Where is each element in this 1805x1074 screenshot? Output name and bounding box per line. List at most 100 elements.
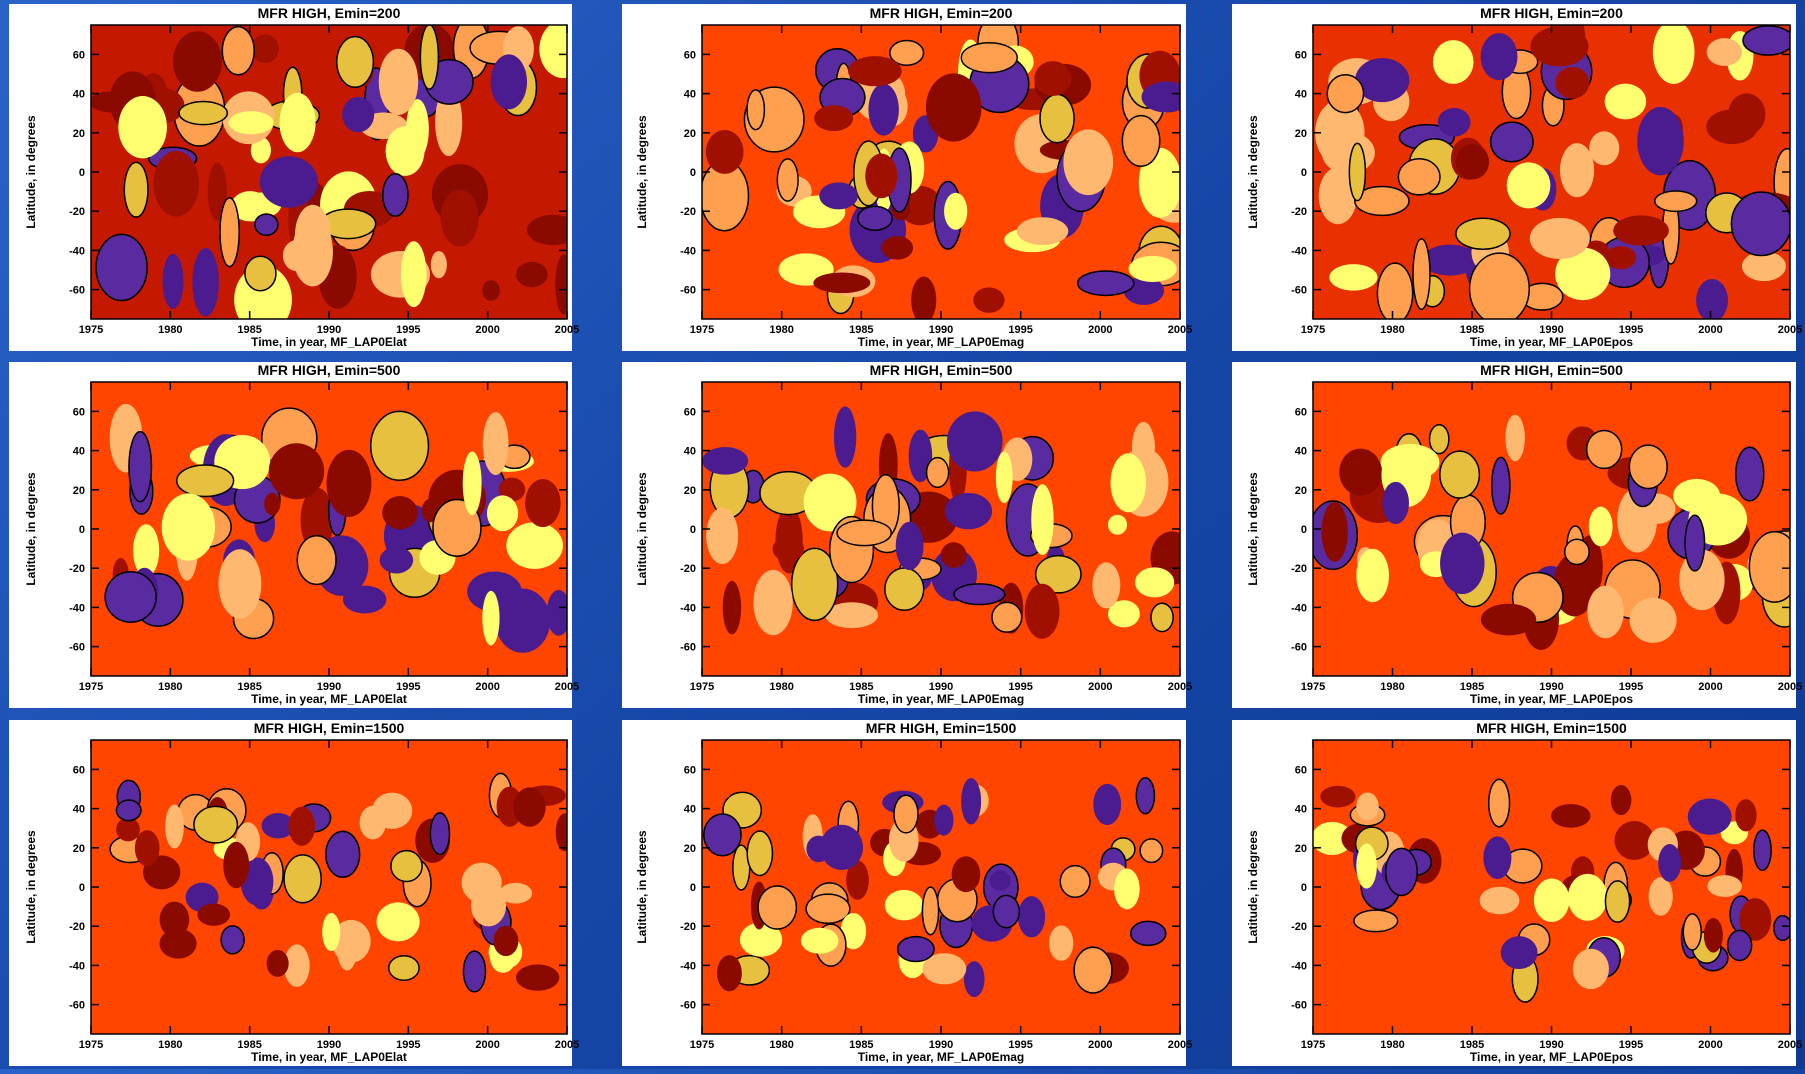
y-tick-label: -40 (680, 602, 696, 614)
heatmap-texture (250, 136, 271, 164)
heatmap-texture (490, 54, 528, 110)
heatmap-texture (800, 927, 839, 954)
x-tick-label: 1975 (1301, 1039, 1325, 1051)
heatmap-texture (1483, 836, 1512, 880)
heatmap-texture (322, 912, 341, 952)
panel-title: MFR HIGH, Emin=500 (1480, 362, 1623, 378)
y-tick-label: 20 (684, 843, 696, 855)
x-tick-label: 1980 (1380, 324, 1404, 336)
heatmap-texture (1114, 868, 1140, 910)
y-tick-label: 40 (684, 446, 696, 458)
x-tick-label: 1985 (849, 324, 873, 336)
y-tick-label: 60 (1295, 49, 1307, 61)
y-tick-label: 0 (690, 524, 696, 536)
y-tick-label: -40 (69, 960, 85, 972)
heatmap-texture (865, 153, 898, 199)
heatmap-texture (1706, 38, 1742, 66)
heatmap-texture (435, 88, 463, 157)
x-axis-label: Time, in year, MF_LAP0Epos (1470, 1050, 1633, 1064)
x-tick-label: 2005 (555, 1039, 579, 1051)
heatmap-texture (1107, 514, 1128, 535)
heatmap-texture (159, 928, 197, 959)
x-tick-label: 1995 (396, 324, 420, 336)
heatmap-texture (134, 830, 160, 867)
heatmap-texture (846, 860, 869, 900)
x-tick-label: 2005 (1778, 1039, 1802, 1051)
heatmap-texture (331, 919, 371, 963)
heatmap-texture (1490, 456, 1511, 515)
y-tick-label: 60 (684, 49, 696, 61)
x-tick-label: 2005 (1168, 1039, 1192, 1051)
heatmap-texture (429, 812, 451, 856)
heatmap-texture (705, 129, 744, 174)
heatmap-field (702, 25, 1180, 319)
heatmap-texture (922, 953, 967, 985)
heatmap-texture (515, 964, 560, 991)
heatmap-texture (296, 535, 337, 586)
x-tick-label: 2000 (475, 324, 499, 336)
heatmap-texture (1093, 783, 1122, 826)
heatmap-texture (1138, 147, 1180, 218)
y-axis-label: Latitude, in degrees (24, 115, 38, 229)
heatmap-texture (1329, 264, 1378, 291)
heatmap-texture (702, 447, 749, 475)
x-tick-label: 1975 (690, 324, 714, 336)
heatmap-texture (499, 882, 533, 904)
heatmap-texture (1437, 108, 1471, 137)
heatmap-texture (1703, 917, 1723, 953)
y-tick-label: -20 (69, 921, 85, 933)
heatmap-texture (1684, 514, 1706, 572)
x-tick-label: 1980 (158, 324, 182, 336)
x-tick-label: 2005 (1168, 681, 1192, 693)
heatmap-texture (772, 536, 805, 562)
heatmap-texture (268, 443, 325, 500)
heatmap-texture (218, 549, 262, 619)
heatmap-texture (379, 546, 414, 574)
heatmap-texture (254, 213, 279, 237)
heatmap-texture (432, 498, 482, 557)
heatmap-texture (1735, 799, 1757, 832)
heatmap-texture (1648, 877, 1673, 916)
panel: MFR HIGH, Emin=1500 1975 1980 1985 1990 1995 2… (622, 720, 1192, 1066)
heatmap-texture (1553, 553, 1596, 617)
heatmap-texture (889, 39, 925, 66)
y-tick-label: 20 (1295, 485, 1307, 497)
x-tick-label: 1995 (1619, 681, 1643, 693)
x-tick-label: 1975 (79, 324, 103, 336)
y-tick-label: -60 (69, 1000, 85, 1012)
panel: MFR HIGH, Emin=200 1975 1980 1985 1990 1995 20… (9, 4, 579, 351)
x-tick-label: 1995 (1008, 681, 1032, 693)
y-tick-label: 60 (73, 764, 85, 776)
heatmap-texture (973, 287, 1005, 313)
panel: MFR HIGH, Emin=200 1975 1980 1985 1990 1995 20… (622, 4, 1192, 351)
heatmap-texture (944, 492, 993, 530)
heatmap-texture (193, 805, 239, 844)
heatmap-texture (1049, 925, 1074, 961)
heatmap-texture (159, 901, 190, 938)
heatmap-texture (264, 492, 281, 516)
x-tick-label: 1995 (396, 1039, 420, 1051)
x-axis-label: Time, in year, MF_LAP0Elat (251, 335, 407, 349)
heatmap-texture (376, 902, 420, 942)
heatmap-texture (385, 126, 425, 176)
heatmap-texture (1412, 238, 1431, 311)
heatmap-texture (95, 233, 148, 302)
x-tick-label: 2000 (1698, 324, 1722, 336)
heatmap-texture (288, 806, 316, 846)
y-axis-label: Latitude, in degrees (635, 830, 649, 944)
x-tick-label: 2000 (1698, 681, 1722, 693)
heatmap-texture (753, 569, 793, 636)
heatmap-texture (1752, 829, 1772, 872)
y-tick-label: 0 (1301, 524, 1307, 536)
y-tick-label: 0 (79, 167, 85, 179)
heatmap-texture (757, 885, 798, 930)
heatmap-texture (1320, 785, 1356, 808)
heatmap-texture (1110, 453, 1147, 513)
panel-title: MFR HIGH, Emin=500 (870, 362, 1013, 378)
heatmap-texture (1734, 446, 1765, 502)
heatmap-texture (848, 56, 902, 87)
heatmap-texture (1652, 25, 1695, 84)
x-tick-label: 1975 (79, 681, 103, 693)
heatmap-texture (1587, 585, 1624, 639)
heatmap-texture (1730, 191, 1790, 257)
